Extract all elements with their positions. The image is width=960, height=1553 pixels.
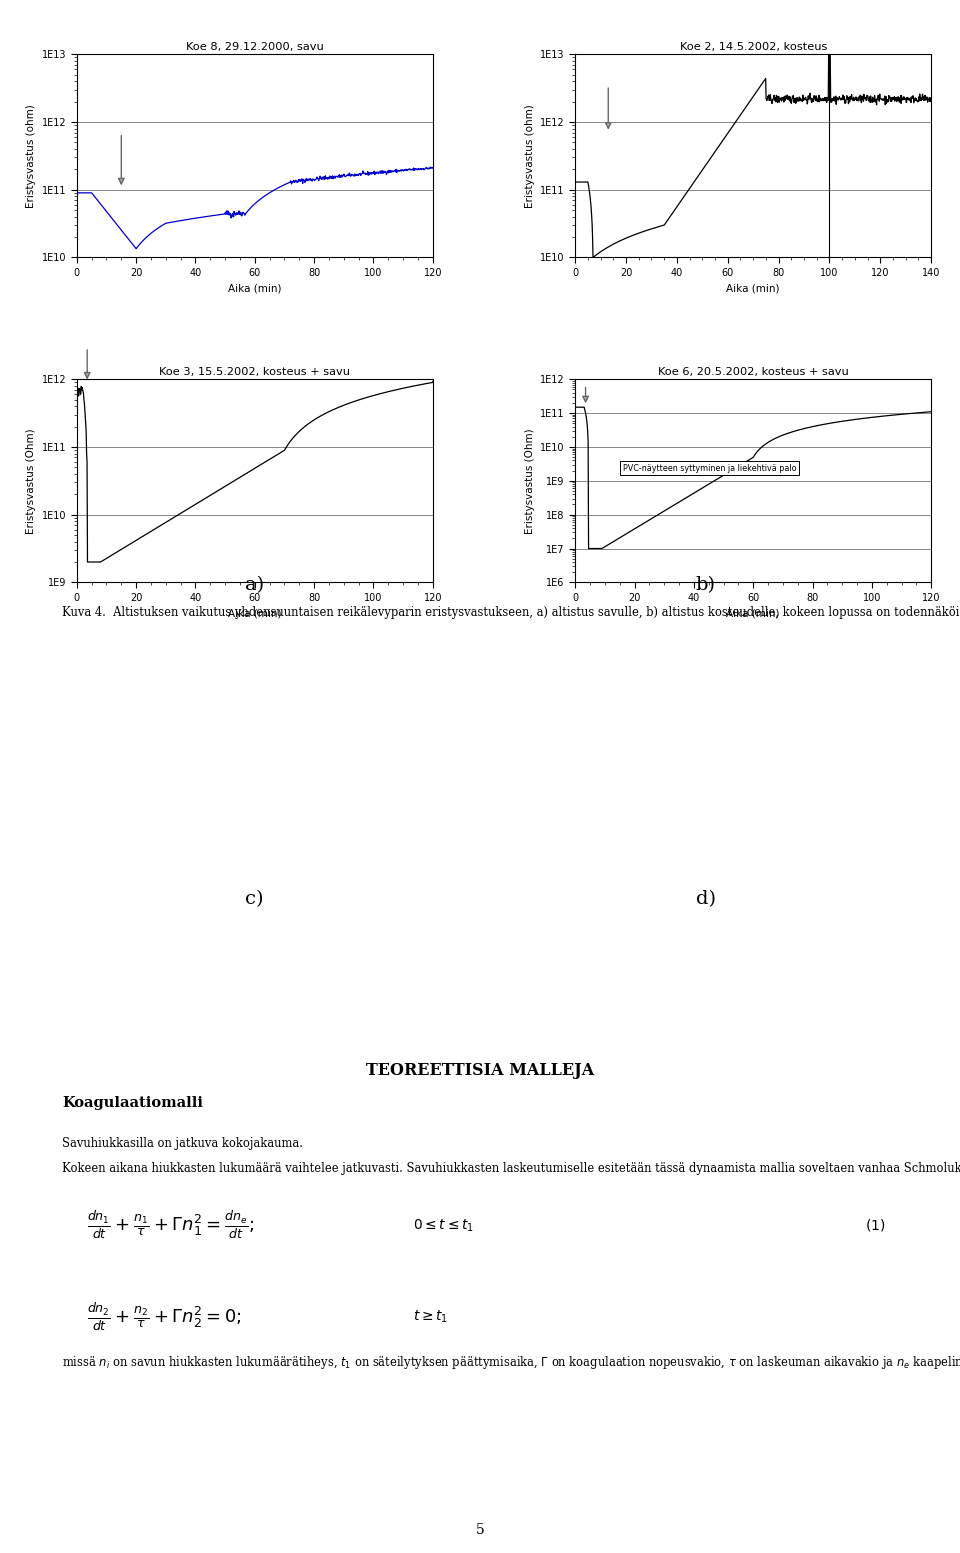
- Y-axis label: Eristysvastus (ohm): Eristysvastus (ohm): [524, 104, 535, 208]
- X-axis label: Aika (min): Aika (min): [228, 609, 281, 618]
- Text: PVC-näytteen syttyminen ja liekehtivä palo: PVC-näytteen syttyminen ja liekehtivä pa…: [623, 464, 796, 472]
- Text: $(1)$: $(1)$: [865, 1218, 885, 1233]
- Text: Kuva 4.  Altistuksen vaikutus yhdensuuntaisen reikälevyparin eristysvastukseen, : Kuva 4. Altistuksen vaikutus yhdensuunta…: [62, 606, 960, 618]
- Y-axis label: Eristysvastus (Ohm): Eristysvastus (Ohm): [26, 429, 36, 534]
- Text: a): a): [245, 576, 264, 595]
- Text: TEOREETTISIA MALLEJA: TEOREETTISIA MALLEJA: [366, 1062, 594, 1079]
- Title: Koe 3, 15.5.2002, kosteus + savu: Koe 3, 15.5.2002, kosteus + savu: [159, 367, 350, 377]
- Y-axis label: Eristysvastus (ohm): Eristysvastus (ohm): [26, 104, 36, 208]
- Text: 5: 5: [475, 1523, 485, 1537]
- Text: $0 \leq t \leq t_1$: $0 \leq t \leq t_1$: [413, 1218, 474, 1233]
- X-axis label: Aika (min): Aika (min): [727, 609, 780, 618]
- Y-axis label: Eristysvastus (Ohm): Eristysvastus (Ohm): [524, 429, 535, 534]
- Text: $\frac{dn_1}{dt} + \frac{n_1}{\tau} + \Gamma n_1^2 = \frac{dn_e}{dt};$: $\frac{dn_1}{dt} + \frac{n_1}{\tau} + \G…: [87, 1210, 255, 1241]
- Title: Koe 6, 20.5.2002, kosteus + savu: Koe 6, 20.5.2002, kosteus + savu: [658, 367, 849, 377]
- Text: Koagulaatiomalli: Koagulaatiomalli: [62, 1096, 204, 1110]
- Text: $t \geq t_1$: $t \geq t_1$: [413, 1309, 448, 1325]
- Text: d): d): [696, 890, 715, 909]
- Title: Koe 2, 14.5.2002, kosteus: Koe 2, 14.5.2002, kosteus: [680, 42, 827, 53]
- Text: $\frac{dn_2}{dt} + \frac{n_2}{\tau} + \Gamma n_2^2 = 0;$: $\frac{dn_2}{dt} + \frac{n_2}{\tau} + \G…: [87, 1301, 242, 1332]
- Text: Kokeen aikana hiukkasten lukumäärä vaihtelee jatkuvasti. Savuhiukkasten laskeutu: Kokeen aikana hiukkasten lukumäärä vaiht…: [62, 1162, 960, 1174]
- Text: b): b): [696, 576, 715, 595]
- X-axis label: Aika (min): Aika (min): [228, 283, 281, 294]
- X-axis label: Aika (min): Aika (min): [727, 283, 780, 294]
- Text: missä $n_i$ on savun hiukkasten lukumäärätiheys, $t_1$ on säteilytyksen päättymi: missä $n_i$ on savun hiukkasten lukumäär…: [62, 1354, 960, 1371]
- Title: Koe 8, 29.12.2000, savu: Koe 8, 29.12.2000, savu: [186, 42, 324, 53]
- Text: c): c): [245, 890, 264, 909]
- Text: Savuhiukkasilla on jatkuva kokojakauma.: Savuhiukkasilla on jatkuva kokojakauma.: [62, 1137, 303, 1149]
